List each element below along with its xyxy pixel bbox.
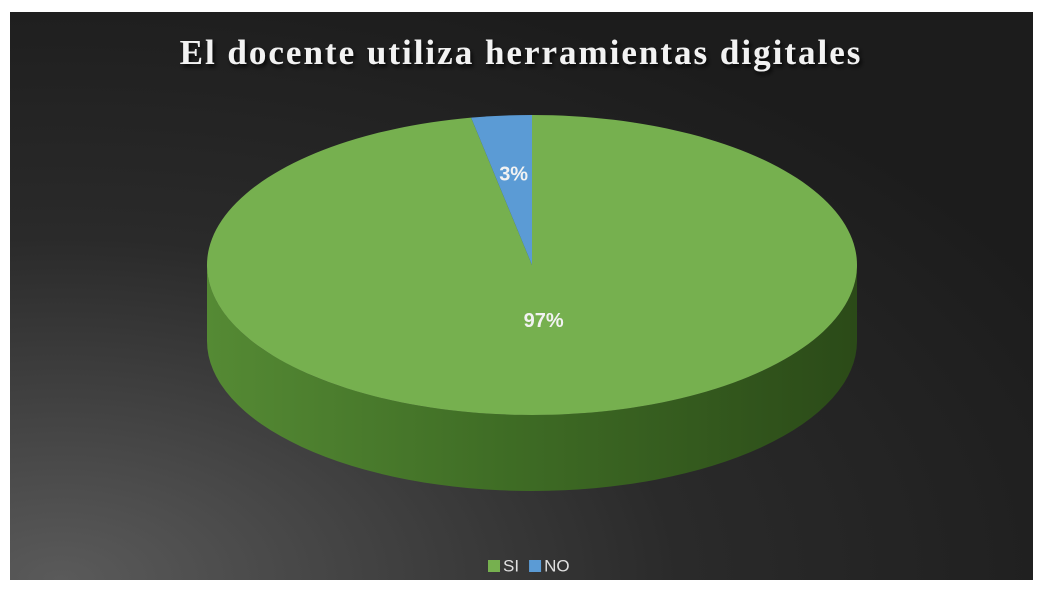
legend-swatch <box>529 560 542 572</box>
pie-side <box>207 265 857 491</box>
legend-label: NO <box>544 556 570 575</box>
legend-swatch <box>488 560 500 572</box>
pie-slice <box>471 115 532 265</box>
data-label: 97% <box>524 310 564 332</box>
data-label: 3% <box>499 164 528 186</box>
chart-title: El docente utiliza herramientas digitale… <box>180 33 863 72</box>
legend-label: SI <box>503 556 519 575</box>
